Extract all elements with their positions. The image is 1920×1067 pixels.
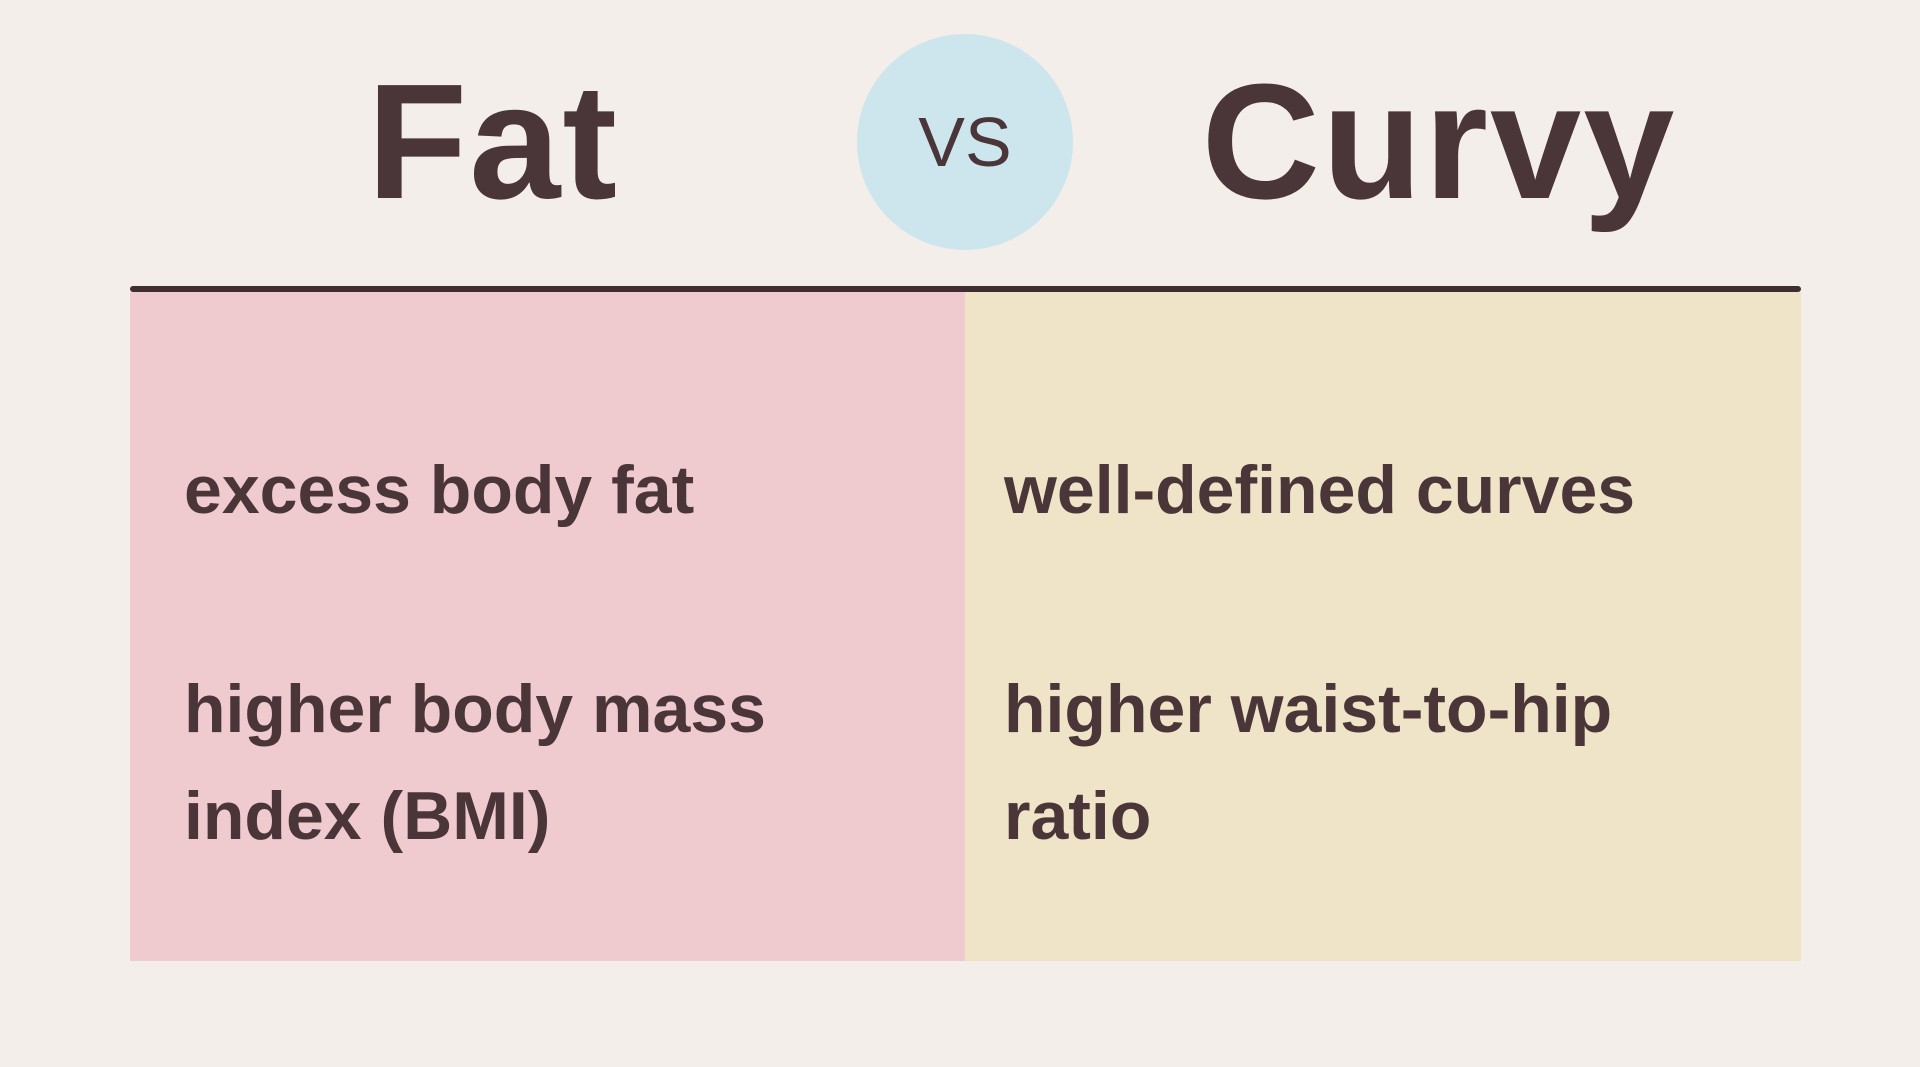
cell: higher waist-to-hip ratio xyxy=(1004,671,1613,854)
vs-text: VS xyxy=(918,103,1012,181)
cell: higher body mass index (BMI) xyxy=(184,671,766,854)
title-left: Fat xyxy=(367,50,619,233)
left-panel: excess body fat higher body mass index (… xyxy=(130,292,965,961)
cell: excess body fat xyxy=(184,452,695,528)
divider xyxy=(130,286,1801,292)
title-right: Curvy xyxy=(1201,50,1677,233)
cell: well-defined curves xyxy=(1004,452,1636,528)
vs-badge: VS xyxy=(857,34,1073,250)
right-panel: well-defined curves higher waist-to-hip … xyxy=(965,292,1801,961)
